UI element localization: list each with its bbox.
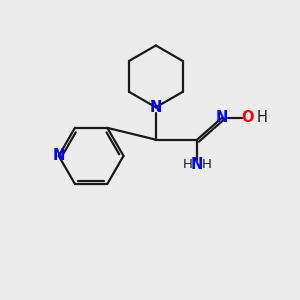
Text: O: O [241, 110, 253, 125]
Text: H: H [257, 110, 268, 125]
Text: N: N [52, 148, 65, 164]
Text: H: H [202, 158, 212, 171]
Text: H: H [183, 158, 193, 171]
Text: N: N [216, 110, 228, 125]
Text: N: N [150, 100, 162, 115]
Text: N: N [191, 157, 203, 172]
